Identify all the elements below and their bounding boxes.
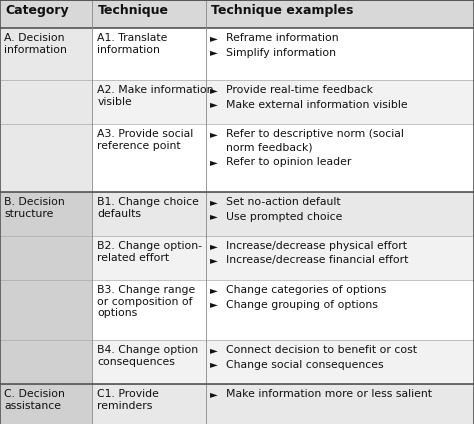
Text: ►: ► [210, 256, 218, 265]
Text: C. Decision
assistance: C. Decision assistance [4, 389, 65, 410]
Text: Set no-action default: Set no-action default [226, 197, 341, 207]
Text: ►: ► [210, 285, 218, 295]
Text: B2. Change option-
related effort: B2. Change option- related effort [98, 241, 202, 262]
Bar [0, 384, 92, 424]
Text: ►: ► [210, 100, 218, 109]
Bar [206, 236, 474, 280]
Bar [0, 28, 92, 192]
Bar [92, 340, 206, 384]
Bar [92, 280, 206, 340]
Text: B. Decision
structure: B. Decision structure [4, 197, 65, 219]
Bar [206, 192, 474, 236]
Text: ►: ► [210, 345, 218, 355]
Text: Technique: Technique [98, 4, 168, 17]
Text: norm feedback): norm feedback) [226, 142, 313, 153]
Bar [0, 192, 92, 384]
Text: Change social consequences: Change social consequences [226, 360, 384, 369]
Text: Increase/decrease financial effort: Increase/decrease financial effort [226, 256, 409, 265]
Bar [206, 384, 474, 424]
Bar [92, 80, 206, 124]
Text: ►: ► [210, 212, 218, 221]
Text: Technique examples: Technique examples [211, 4, 354, 17]
Text: Refer to opinion leader: Refer to opinion leader [226, 157, 352, 167]
Text: Make information more or less salient: Make information more or less salient [226, 389, 432, 399]
Bar [92, 28, 206, 80]
Text: ►: ► [210, 157, 218, 167]
Bar [206, 28, 474, 80]
Text: Reframe information: Reframe information [226, 33, 339, 43]
Bar [206, 280, 474, 340]
Text: ►: ► [210, 47, 218, 58]
Text: Increase/decrease physical effort: Increase/decrease physical effort [226, 241, 407, 251]
Text: B4. Change option
consequences: B4. Change option consequences [98, 345, 199, 367]
Text: Make external information visible: Make external information visible [226, 100, 408, 109]
Text: B3. Change range
or composition of
options: B3. Change range or composition of optio… [98, 285, 196, 318]
Text: Simplify information: Simplify information [226, 47, 336, 58]
Bar [206, 124, 474, 192]
Bar [206, 340, 474, 384]
Text: ►: ► [210, 85, 218, 95]
Text: B1. Change choice
defaults: B1. Change choice defaults [98, 197, 199, 219]
Text: A3. Provide social
reference point: A3. Provide social reference point [98, 129, 194, 151]
Text: Change categories of options: Change categories of options [226, 285, 387, 295]
Text: A1. Translate
information: A1. Translate information [98, 33, 168, 55]
Bar [92, 384, 206, 424]
Text: ►: ► [210, 129, 218, 139]
Text: ►: ► [210, 33, 218, 43]
Text: Use prompted choice: Use prompted choice [226, 212, 343, 221]
Bar [206, 80, 474, 124]
Text: Connect decision to benefit or cost: Connect decision to benefit or cost [226, 345, 417, 355]
Text: A. Decision
information: A. Decision information [4, 33, 67, 55]
Text: C1. Provide
reminders: C1. Provide reminders [98, 389, 159, 410]
Text: Change grouping of options: Change grouping of options [226, 299, 378, 310]
Text: ►: ► [210, 241, 218, 251]
Text: Refer to descriptive norm (social: Refer to descriptive norm (social [226, 129, 404, 139]
Text: ►: ► [210, 299, 218, 310]
Bar [92, 236, 206, 280]
Text: Category: Category [5, 4, 69, 17]
Text: A2. Make information
visible: A2. Make information visible [98, 85, 214, 106]
Text: ►: ► [210, 389, 218, 399]
Bar [0, 0, 474, 28]
Text: ►: ► [210, 360, 218, 369]
Bar [92, 124, 206, 192]
Bar [92, 192, 206, 236]
Text: Provide real-time feedback: Provide real-time feedback [226, 85, 373, 95]
Text: ►: ► [210, 197, 218, 207]
